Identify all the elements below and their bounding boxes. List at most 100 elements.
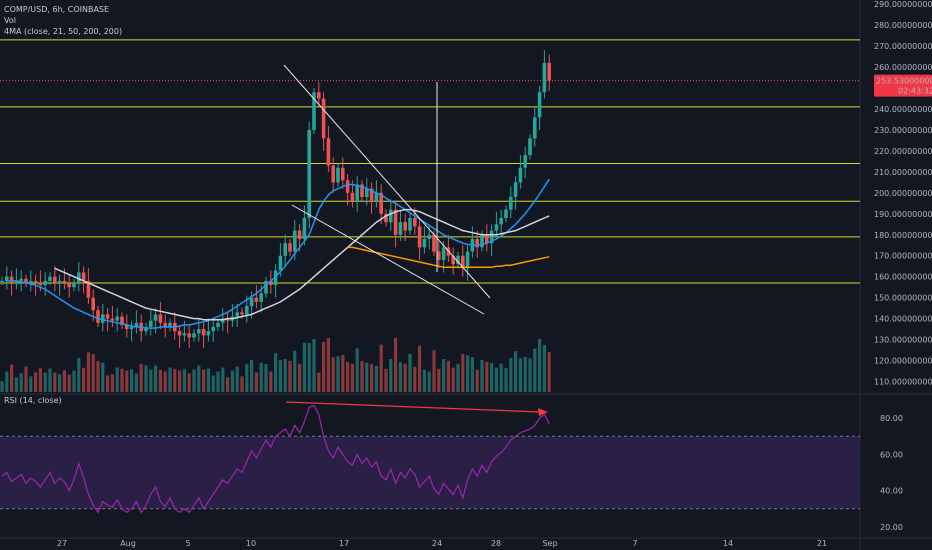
candle-body [38,282,43,286]
candle-body [67,282,71,288]
candle-body [221,318,225,323]
volume-bar [72,370,76,392]
volume-bar [211,375,215,392]
price-tick-label: 160.00000000 [874,273,932,282]
rsi-pane [0,404,860,514]
price-badge-countdown: 02:43:32 [898,87,932,96]
candle-body [317,92,321,99]
candle-body [374,192,379,202]
candle-body [29,280,33,283]
price-tick-label: 290.00000000 [874,0,932,9]
volume-bar [158,369,162,392]
volume-bar [53,372,57,392]
time-tick-label: 14 [723,539,733,548]
volume-bar [48,368,52,392]
candle-body [398,222,403,235]
candle-body [432,234,436,252]
volume-bar [317,372,321,392]
ma-legend: 4MA (close, 21, 50, 200, 200) [4,27,123,36]
price-tick-label: 170.00000000 [874,252,932,261]
trend-line [283,64,491,299]
candle-body [379,192,383,214]
candle-body [105,314,110,319]
rsi-tick-label: 60.00 [880,450,903,459]
rsi-tick-label: 40.00 [880,487,903,496]
volume-bar [533,348,537,392]
candle-body [115,316,119,321]
volume-legend: Vol [4,16,16,25]
candle-body [297,230,302,239]
time-tick-label: 10 [246,539,256,548]
volume-bar [182,369,186,392]
price-tick-label: 130.00000000 [874,336,932,345]
volume-bar [418,345,422,392]
candle-body [53,276,57,283]
volume-bar [494,367,498,392]
volume-bar [110,374,114,392]
candle-body [355,184,359,202]
volume-bar [34,372,38,392]
volume-bar [307,343,311,392]
rsi-tick-label: 20.00 [880,523,903,532]
candle-body [389,209,393,223]
volume-bar [173,368,177,392]
volume-bar [413,366,417,392]
time-tick-label: Sep [542,539,557,548]
price-tick-label: 230.00000000 [874,126,932,135]
candle-body [441,247,446,260]
volume-bar [120,368,124,392]
horizontal-levels [0,39,860,284]
candle-body [403,222,407,231]
candle-body [168,322,172,328]
volume-bar [77,357,81,392]
time-tick-label: Aug [120,539,136,548]
candle-body [278,255,283,271]
volume-bar [149,369,153,392]
volume-bar [298,363,302,392]
candle-body [302,218,307,239]
candle-body [350,192,355,202]
candle-body [288,243,292,252]
candle-body [537,92,542,118]
volume-bar [19,373,23,392]
volume-bar [274,353,278,392]
candle-body [192,333,196,338]
candle-body [206,331,211,336]
candle-body [5,276,9,281]
candle-body [365,188,369,198]
volume-bar [451,367,455,392]
volume-bar [341,355,345,392]
volume-bar [278,360,282,392]
candle-body [62,280,67,283]
candle-body [480,234,484,248]
candle-body [393,209,398,235]
candle-body [249,297,254,307]
rsi-band [0,436,860,509]
volume-bar [350,363,354,392]
volume-bar [456,363,460,392]
candle-body [456,255,460,265]
time-tick-label: 17 [339,539,349,548]
candle-body [518,167,523,183]
volume-bar [43,372,47,392]
candle-body [485,234,489,244]
axes: 290.00000000 280.00000000 270.00000000 260.… [57,0,932,548]
volume-bar [115,367,119,392]
volume-bar [29,376,33,392]
volume-bar [499,363,503,392]
candle-body [240,312,244,315]
candle-body [494,224,499,231]
volume-bar [58,374,62,392]
volume-bar [470,357,474,392]
candle-body [422,238,427,248]
volume-bar [91,354,95,392]
candle-body [341,167,345,181]
price-tick-label: 180.00000000 [874,231,932,240]
volume-bar [154,365,158,392]
candle-body [201,329,206,336]
volume-bar [389,359,393,392]
candle-body [533,117,537,139]
candle-body [182,333,187,336]
trend-drawings [283,64,548,416]
